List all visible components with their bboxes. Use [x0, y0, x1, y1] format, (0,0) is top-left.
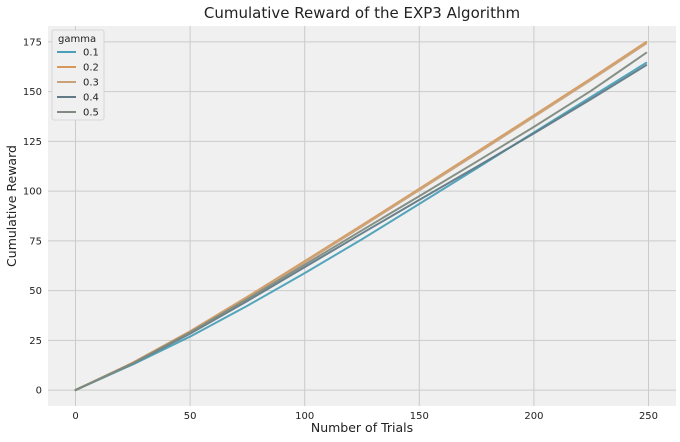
x-axis-label: Number of Trials — [311, 420, 413, 435]
legend-label: 0.2 — [83, 63, 99, 74]
legend-label: 0.3 — [83, 78, 99, 89]
y-tick-label: 0 — [36, 386, 42, 397]
y-tick-label: 75 — [29, 236, 42, 247]
legend-label: 0.1 — [83, 48, 99, 59]
plot-area — [48, 26, 676, 406]
x-tick-label: 150 — [410, 411, 429, 422]
y-tick-label: 25 — [29, 336, 42, 347]
series-lines — [74, 40, 648, 392]
grid-lines — [48, 26, 676, 406]
legend-title: gamma — [58, 34, 96, 45]
y-axis-label: Cumulative Reward — [4, 145, 19, 267]
x-tick-label: 100 — [295, 411, 314, 422]
y-tick-label: 175 — [23, 37, 42, 48]
legend-label: 0.4 — [83, 93, 99, 104]
series-line-0.5 — [74, 51, 648, 392]
x-tick-label: 50 — [184, 411, 197, 422]
legend-label: 0.5 — [83, 108, 99, 119]
chart-title: Cumulative Reward of the EXP3 Algorithm — [204, 4, 520, 22]
y-tick-label: 150 — [23, 87, 42, 98]
x-tick-label: 0 — [72, 411, 78, 422]
series-line-0.1 — [74, 61, 648, 392]
y-tick-label: 100 — [23, 187, 42, 198]
tick-labels: 0 50 100 150 200 250 0 25 50 75 100 125 150 175 — [23, 37, 658, 422]
legend: gamma 0.1 0.2 0.3 0.4 0.5 — [51, 29, 105, 121]
x-tick-label: 200 — [524, 411, 543, 422]
y-tick-label: 50 — [29, 286, 42, 297]
y-tick-label: 125 — [23, 137, 42, 148]
x-tick-label: 250 — [639, 411, 658, 422]
